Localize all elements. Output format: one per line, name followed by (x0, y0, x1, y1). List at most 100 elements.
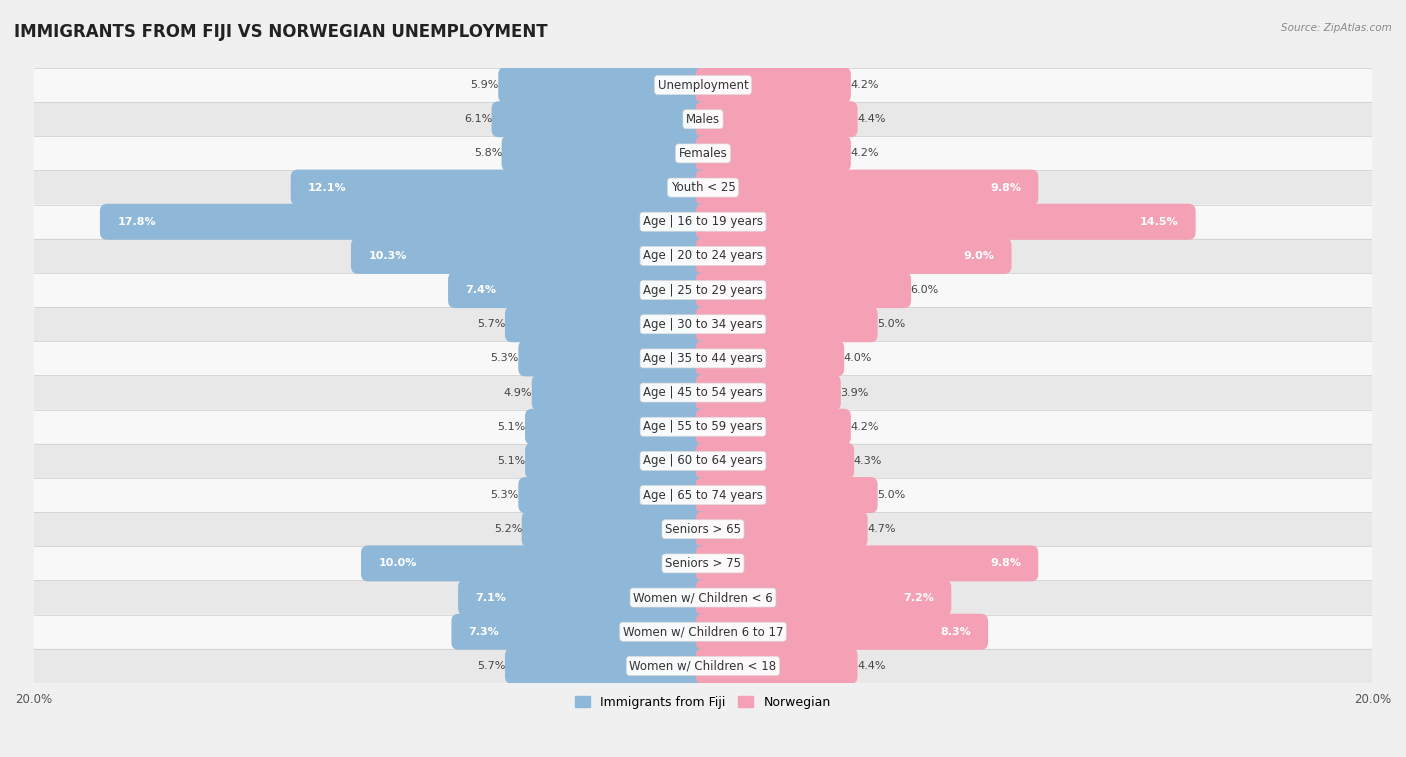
FancyBboxPatch shape (531, 375, 710, 410)
Text: 4.7%: 4.7% (868, 525, 896, 534)
FancyBboxPatch shape (696, 409, 851, 445)
FancyBboxPatch shape (498, 67, 710, 103)
Legend: Immigrants from Fiji, Norwegian: Immigrants from Fiji, Norwegian (571, 690, 835, 714)
Text: 5.0%: 5.0% (877, 490, 905, 500)
FancyBboxPatch shape (696, 375, 841, 410)
FancyBboxPatch shape (34, 615, 1372, 649)
FancyBboxPatch shape (34, 478, 1372, 512)
FancyBboxPatch shape (696, 341, 844, 376)
Text: Age | 45 to 54 years: Age | 45 to 54 years (643, 386, 763, 399)
FancyBboxPatch shape (502, 136, 710, 171)
Text: 10.3%: 10.3% (368, 251, 406, 261)
Text: Age | 65 to 74 years: Age | 65 to 74 years (643, 488, 763, 502)
Text: 5.7%: 5.7% (477, 661, 506, 671)
FancyBboxPatch shape (696, 648, 858, 684)
FancyBboxPatch shape (34, 68, 1372, 102)
Text: 4.2%: 4.2% (851, 148, 879, 158)
Text: 5.0%: 5.0% (877, 319, 905, 329)
Text: 10.0%: 10.0% (378, 559, 416, 569)
Text: 17.8%: 17.8% (117, 217, 156, 227)
Text: 7.4%: 7.4% (465, 285, 496, 295)
FancyBboxPatch shape (696, 614, 988, 650)
FancyBboxPatch shape (34, 170, 1372, 204)
FancyBboxPatch shape (100, 204, 710, 240)
Text: 4.4%: 4.4% (858, 661, 886, 671)
Text: 4.2%: 4.2% (851, 80, 879, 90)
FancyBboxPatch shape (34, 136, 1372, 170)
FancyBboxPatch shape (34, 581, 1372, 615)
Text: 5.9%: 5.9% (471, 80, 499, 90)
Text: 4.0%: 4.0% (844, 354, 872, 363)
Text: Males: Males (686, 113, 720, 126)
Text: 4.3%: 4.3% (853, 456, 882, 466)
FancyBboxPatch shape (34, 307, 1372, 341)
FancyBboxPatch shape (696, 511, 868, 547)
Text: 5.8%: 5.8% (474, 148, 502, 158)
FancyBboxPatch shape (519, 477, 710, 513)
FancyBboxPatch shape (34, 341, 1372, 375)
FancyBboxPatch shape (352, 238, 710, 274)
Text: 7.2%: 7.2% (903, 593, 934, 603)
Text: Females: Females (679, 147, 727, 160)
FancyBboxPatch shape (34, 547, 1372, 581)
FancyBboxPatch shape (519, 341, 710, 376)
FancyBboxPatch shape (696, 580, 952, 615)
Text: 5.3%: 5.3% (491, 354, 519, 363)
FancyBboxPatch shape (696, 67, 851, 103)
Text: 9.8%: 9.8% (990, 559, 1021, 569)
Text: 14.5%: 14.5% (1140, 217, 1178, 227)
FancyBboxPatch shape (696, 545, 1038, 581)
Text: 4.9%: 4.9% (503, 388, 533, 397)
Text: Seniors > 75: Seniors > 75 (665, 557, 741, 570)
Text: 5.3%: 5.3% (491, 490, 519, 500)
FancyBboxPatch shape (505, 307, 710, 342)
Text: 5.2%: 5.2% (494, 525, 522, 534)
FancyBboxPatch shape (34, 375, 1372, 410)
FancyBboxPatch shape (34, 444, 1372, 478)
FancyBboxPatch shape (696, 443, 855, 479)
Text: 8.3%: 8.3% (941, 627, 970, 637)
Text: 5.7%: 5.7% (477, 319, 506, 329)
FancyBboxPatch shape (34, 238, 1372, 273)
Text: 6.1%: 6.1% (464, 114, 492, 124)
FancyBboxPatch shape (34, 410, 1372, 444)
FancyBboxPatch shape (34, 273, 1372, 307)
Text: Women w/ Children < 6: Women w/ Children < 6 (633, 591, 773, 604)
Text: Age | 20 to 24 years: Age | 20 to 24 years (643, 249, 763, 263)
Text: 9.0%: 9.0% (963, 251, 994, 261)
FancyBboxPatch shape (696, 136, 851, 171)
Text: Youth < 25: Youth < 25 (671, 181, 735, 194)
Text: 7.3%: 7.3% (468, 627, 499, 637)
Text: Age | 16 to 19 years: Age | 16 to 19 years (643, 215, 763, 229)
FancyBboxPatch shape (696, 101, 858, 137)
Text: 6.0%: 6.0% (911, 285, 939, 295)
Text: Age | 30 to 34 years: Age | 30 to 34 years (643, 318, 763, 331)
Text: 12.1%: 12.1% (308, 182, 347, 192)
Text: Age | 60 to 64 years: Age | 60 to 64 years (643, 454, 763, 467)
FancyBboxPatch shape (449, 272, 710, 308)
Text: Age | 25 to 29 years: Age | 25 to 29 years (643, 284, 763, 297)
Text: 5.1%: 5.1% (498, 422, 526, 431)
Text: Seniors > 65: Seniors > 65 (665, 523, 741, 536)
FancyBboxPatch shape (696, 307, 877, 342)
FancyBboxPatch shape (34, 102, 1372, 136)
FancyBboxPatch shape (451, 614, 710, 650)
FancyBboxPatch shape (696, 170, 1038, 206)
FancyBboxPatch shape (458, 580, 710, 615)
Text: 7.1%: 7.1% (475, 593, 506, 603)
FancyBboxPatch shape (524, 443, 710, 479)
FancyBboxPatch shape (522, 511, 710, 547)
FancyBboxPatch shape (492, 101, 710, 137)
Text: Source: ZipAtlas.com: Source: ZipAtlas.com (1281, 23, 1392, 33)
Text: Age | 55 to 59 years: Age | 55 to 59 years (643, 420, 763, 433)
Text: 5.1%: 5.1% (498, 456, 526, 466)
FancyBboxPatch shape (34, 649, 1372, 683)
FancyBboxPatch shape (34, 512, 1372, 547)
Text: 4.2%: 4.2% (851, 422, 879, 431)
FancyBboxPatch shape (696, 272, 911, 308)
FancyBboxPatch shape (34, 204, 1372, 238)
Text: 4.4%: 4.4% (858, 114, 886, 124)
Text: 3.9%: 3.9% (841, 388, 869, 397)
FancyBboxPatch shape (696, 204, 1195, 240)
Text: Women w/ Children 6 to 17: Women w/ Children 6 to 17 (623, 625, 783, 638)
